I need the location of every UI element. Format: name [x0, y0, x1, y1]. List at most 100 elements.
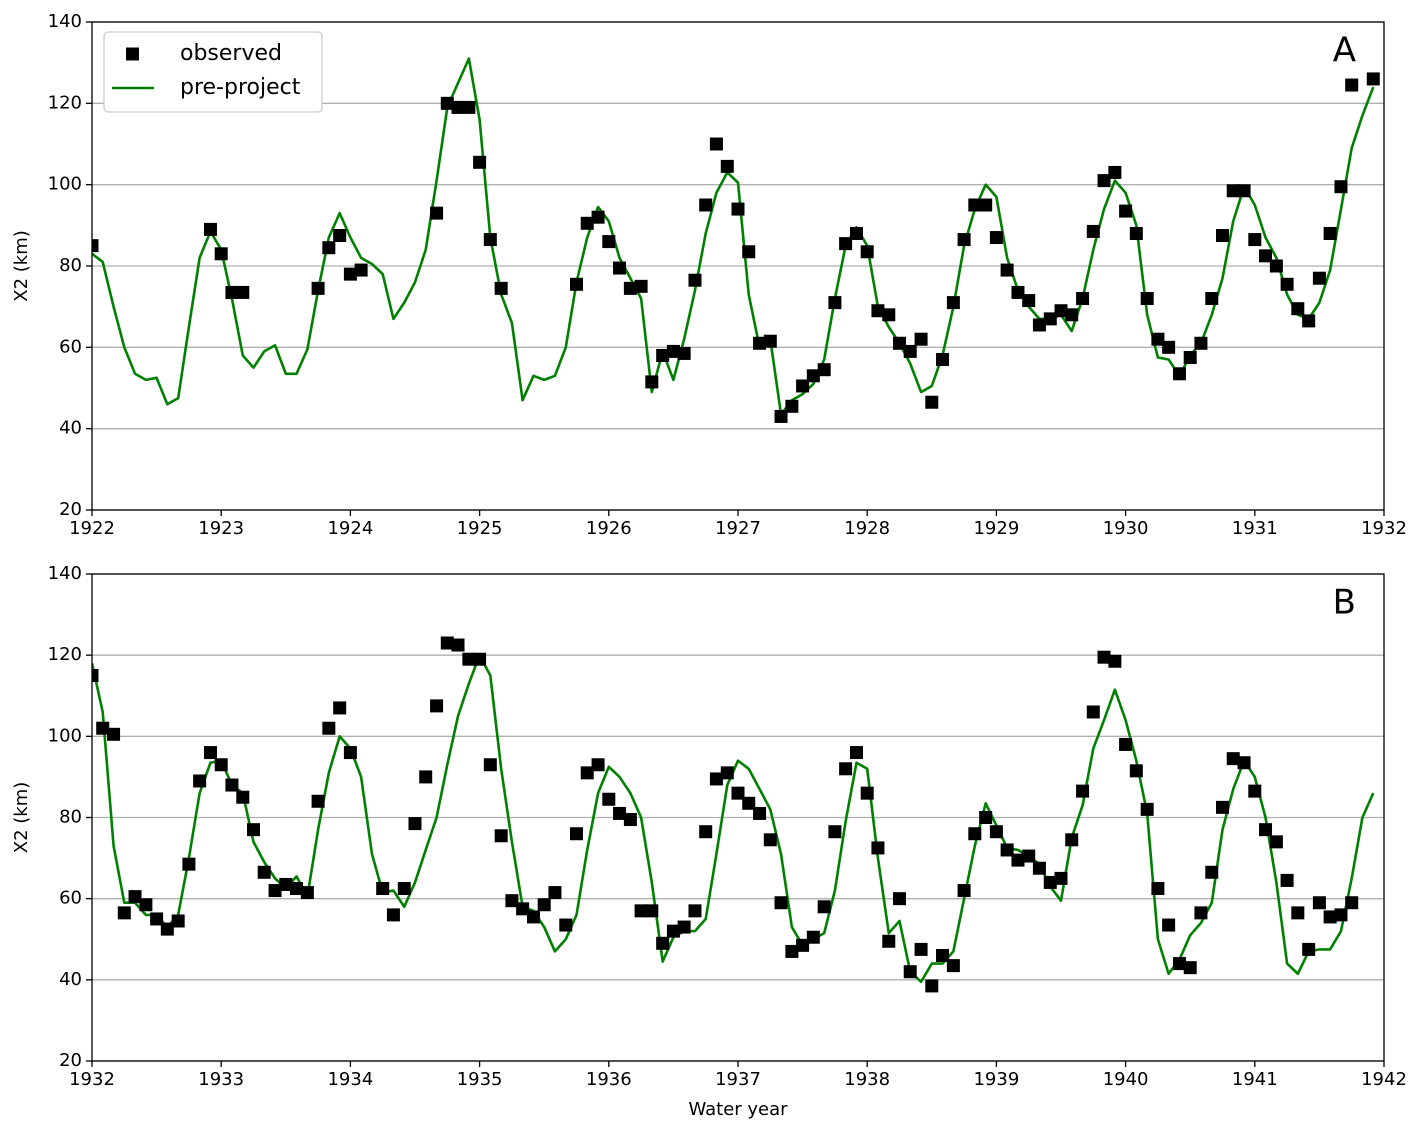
- observed-marker: [505, 894, 519, 908]
- observed-marker: [946, 959, 960, 973]
- observed-marker: [1291, 302, 1305, 316]
- observed-marker: [903, 344, 917, 358]
- observed-marker: [1291, 906, 1305, 920]
- x-tick-label: 1933: [198, 1069, 244, 1090]
- observed-marker: [516, 902, 530, 916]
- observed-marker: [936, 353, 950, 367]
- x-tick-label: 1932: [69, 1069, 115, 1090]
- observed-marker: [893, 336, 906, 350]
- observed-marker: [666, 924, 680, 938]
- observed-marker: [893, 892, 906, 906]
- observed-marker: [1000, 843, 1014, 857]
- observed-marker: [1043, 312, 1057, 326]
- observed-marker: [979, 198, 993, 212]
- observed-marker: [968, 198, 982, 212]
- observed-marker: [333, 229, 347, 242]
- observed-marker: [957, 884, 971, 898]
- observed-marker: [1248, 784, 1262, 798]
- observed-marker: [1140, 802, 1154, 816]
- observed-marker: [656, 348, 670, 362]
- observed-marker: [268, 884, 282, 898]
- observed-marker: [1151, 882, 1165, 896]
- y-tick-label: 60: [59, 336, 82, 357]
- observed-marker: [688, 904, 702, 918]
- observed-marker: [1022, 849, 1036, 863]
- observed-marker: [656, 936, 670, 950]
- observed-marker: [290, 882, 304, 896]
- observed-marker: [548, 886, 562, 900]
- observed-marker: [1205, 292, 1219, 306]
- y-tick-label: 140: [48, 563, 82, 584]
- observed-marker: [150, 912, 164, 926]
- observed-marker: [1302, 942, 1316, 956]
- observed-marker: [343, 267, 357, 281]
- observed-marker: [1323, 226, 1337, 240]
- observed-marker: [1172, 367, 1186, 381]
- observed-marker: [1226, 184, 1240, 198]
- observed-marker: [236, 790, 250, 804]
- observed-marker: [903, 965, 917, 979]
- observed-marker: [882, 934, 896, 948]
- observed-marker: [1054, 871, 1068, 885]
- observed-marker: [591, 210, 605, 224]
- observed-marker: [1172, 957, 1186, 971]
- observed-marker: [720, 159, 734, 173]
- observed-marker: [1065, 833, 1079, 847]
- observed-marker: [1108, 165, 1122, 179]
- x-tick-label: 1934: [327, 1069, 373, 1090]
- observed-marker: [860, 245, 874, 259]
- observed-marker: [182, 857, 196, 871]
- observed-marker: [634, 279, 648, 293]
- observed-marker: [989, 825, 1003, 839]
- observed-marker: [1097, 174, 1111, 188]
- observed-marker: [979, 811, 993, 824]
- observed-marker: [430, 699, 444, 713]
- observed-marker: [828, 296, 842, 310]
- observed-marker: [1140, 292, 1154, 306]
- observed-marker: [419, 770, 433, 784]
- observed-marker: [494, 829, 508, 843]
- observed-marker: [914, 942, 928, 956]
- observed-marker: [796, 938, 810, 952]
- observed-marker: [871, 841, 885, 855]
- observed-marker: [860, 786, 874, 800]
- observed-marker: [613, 261, 627, 275]
- observed-marker: [473, 155, 487, 169]
- observed-marker: [763, 833, 777, 847]
- observed-marker: [1129, 764, 1143, 778]
- observed-marker: [1259, 823, 1273, 837]
- observed-marker: [408, 817, 422, 831]
- observed-marker: [333, 701, 347, 715]
- observed-marker: [1162, 918, 1176, 932]
- observed-marker: [828, 825, 842, 839]
- observed-marker: [957, 233, 971, 247]
- x-tick-label: 1923: [198, 518, 244, 539]
- observed-marker: [753, 806, 767, 820]
- observed-marker: [1216, 229, 1229, 242]
- x-tick-label: 1929: [973, 518, 1019, 539]
- observed-marker: [1183, 351, 1197, 364]
- observed-marker: [1194, 336, 1208, 350]
- observed-marker: [1269, 259, 1283, 273]
- observed-marker: [774, 896, 788, 910]
- plot-area: [92, 57, 1380, 423]
- observed-marker: [92, 239, 99, 253]
- plot-area: [92, 636, 1375, 993]
- observed-marker: [1345, 78, 1359, 92]
- observed-marker: [1280, 873, 1294, 887]
- observed-marker: [634, 904, 648, 918]
- observed-marker: [462, 652, 476, 666]
- observed-marker: [1269, 835, 1283, 849]
- observed-marker: [559, 918, 573, 932]
- y-tick-label: 100: [48, 725, 82, 746]
- observed-marker: [839, 762, 853, 776]
- observed-marker: [1194, 906, 1208, 920]
- observed-marker: [1237, 756, 1251, 770]
- observed-marker: [1280, 277, 1294, 291]
- observed-marker: [1065, 308, 1079, 322]
- y-tick-label: 140: [48, 11, 82, 32]
- observed-marker: [1043, 875, 1057, 889]
- observed-marker: [1086, 705, 1100, 719]
- observed-marker: [1032, 318, 1046, 332]
